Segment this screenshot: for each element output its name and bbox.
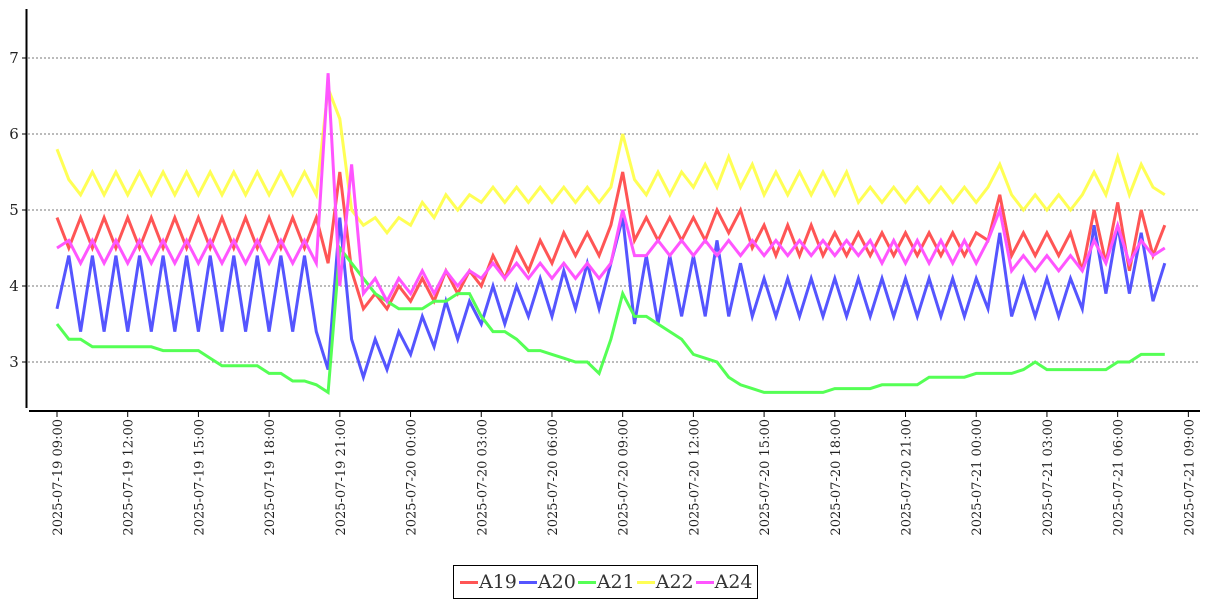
series-line-a21: [55, 244, 1165, 396]
legend-label: A19: [479, 571, 517, 593]
series-line-a22: [55, 87, 1166, 236]
x-tick-label: 2025-07-19 18:00: [263, 419, 278, 536]
x-tick-label: 2025-07-20 03:00: [475, 419, 490, 536]
x-tick-label: 2025-07-19 21:00: [334, 419, 349, 536]
y-axis-ticks: 3 4 5 6 7: [9, 49, 27, 371]
x-tick-label: 2025-07-20 21:00: [900, 419, 915, 536]
legend-item-a24: A24: [694, 571, 753, 593]
y-tick-label: 6: [9, 125, 19, 143]
x-tick-label: 2025-07-21 09:00: [1182, 419, 1197, 536]
legend-swatch: [518, 580, 537, 584]
series-line-a19: [55, 171, 1167, 312]
x-tick-label: 2025-07-20 00:00: [405, 419, 420, 536]
y-tick-label: 3: [9, 353, 19, 371]
x-tick-label: 2025-07-21 00:00: [970, 419, 985, 536]
legend-item-a22: A22: [635, 571, 694, 593]
legend-label: A24: [714, 571, 753, 593]
legend: A19 A20 A21 A22 A24: [453, 565, 758, 599]
y-tick-label: 7: [9, 49, 19, 67]
legend-label: A21: [596, 571, 635, 593]
legend-swatch: [695, 580, 714, 584]
x-tick-label: 2025-07-21 03:00: [1041, 419, 1056, 536]
legend-swatch: [636, 580, 655, 584]
y-tick-label: 5: [9, 201, 19, 219]
legend-item-a19: A19: [458, 571, 517, 593]
legend-item-a20: A20: [517, 571, 576, 593]
legend-swatch: [577, 580, 596, 584]
x-axis-ticks: 2025-07-19 09:00 2025-07-19 12:00 2025-07-…: [51, 411, 1197, 536]
x-tick-label: 2025-07-19 09:00: [51, 419, 66, 536]
series-line-a24: [56, 73, 1166, 305]
legend-swatch: [460, 580, 478, 584]
x-tick-label: 2025-07-20 06:00: [546, 419, 561, 536]
x-tick-label: 2025-07-20 18:00: [829, 419, 844, 536]
x-tick-label: 2025-07-20 09:00: [617, 419, 632, 536]
legend-label: A22: [655, 571, 694, 593]
x-tick-label: 2025-07-20 12:00: [687, 419, 702, 536]
x-tick-label: 2025-07-19 12:00: [122, 419, 137, 536]
x-tick-label: 2025-07-19 15:00: [192, 419, 207, 536]
series-line-a20: [55, 217, 1167, 383]
y-tick-label: 4: [9, 277, 19, 295]
legend-item-a21: A21: [576, 571, 635, 593]
legend-label: A20: [537, 571, 576, 593]
x-tick-label: 2025-07-20 15:00: [758, 419, 773, 536]
series-lines: [55, 73, 1167, 396]
x-tick-label: 2025-07-21 06:00: [1112, 419, 1127, 536]
